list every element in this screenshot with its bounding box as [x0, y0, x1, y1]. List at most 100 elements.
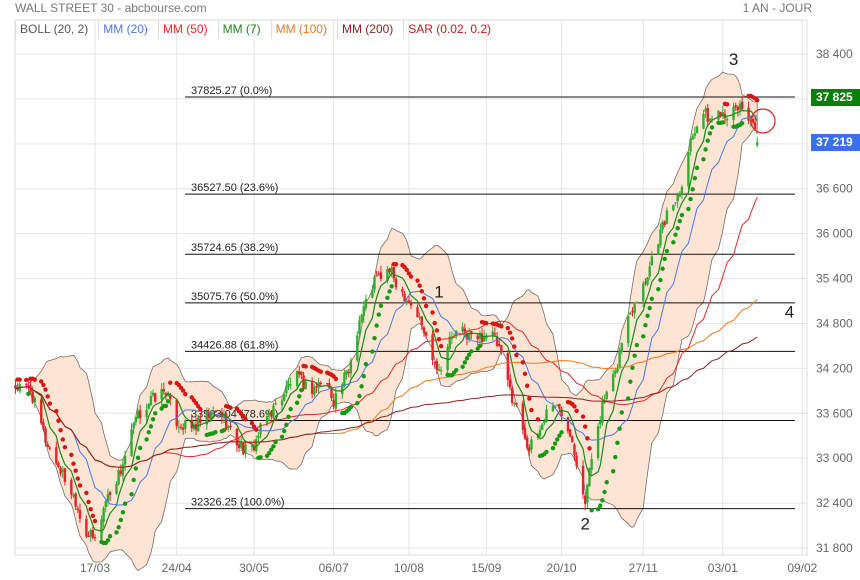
legend-item[interactable]: MM (50) [157, 20, 218, 39]
candle-body [401, 289, 404, 293]
sar-dot [258, 455, 263, 460]
candle-body [491, 331, 494, 336]
sar-dot [359, 384, 364, 389]
sar-dot [303, 364, 308, 369]
candle-body [46, 444, 49, 448]
fibonacci-label: 34426.88 (61.8%) [191, 339, 278, 351]
sar-dot [241, 413, 246, 419]
candle-body [151, 392, 155, 396]
candle-body [224, 413, 228, 430]
candle-body [633, 304, 636, 314]
candle-body [244, 444, 247, 453]
candle-body [199, 418, 202, 423]
candle-body [661, 221, 664, 230]
sar-dot [587, 446, 592, 451]
candle-body [349, 360, 353, 374]
sar-dot [357, 393, 362, 399]
period-selector[interactable]: 1 AN - JOUR [742, 1, 812, 15]
legend-item[interactable]: MM (20) [98, 20, 158, 39]
sar-dot [228, 405, 233, 410]
candle-body [420, 316, 423, 326]
sar-dot [641, 334, 646, 339]
candle-body [78, 509, 82, 519]
candle-body [89, 530, 92, 537]
candle-body [590, 459, 593, 470]
sar-dot [288, 406, 293, 412]
sar-dot [522, 371, 528, 377]
legend-item[interactable]: MM (7) [217, 20, 271, 39]
candle-body [407, 300, 411, 303]
candle-body [394, 278, 398, 288]
candle-body [584, 495, 587, 504]
candle-body [48, 447, 52, 449]
sar-dot [690, 187, 695, 192]
candle-body [596, 426, 600, 458]
candle-body [214, 410, 217, 413]
sar-dot [213, 430, 218, 435]
candle-body [257, 435, 260, 439]
candle-body [334, 393, 337, 409]
sar-dot [92, 518, 98, 524]
sar-dot [198, 406, 203, 412]
legend-item[interactable]: SAR (0.02, 0.2) [403, 20, 501, 39]
candle-body [665, 210, 669, 224]
candle-body [255, 439, 258, 452]
sar-dot [41, 382, 46, 388]
candle-body [390, 267, 393, 273]
candle-body [551, 406, 555, 412]
candle-body [693, 133, 697, 136]
sar-dot [297, 394, 302, 399]
candle-body [14, 385, 17, 389]
sar-dot [73, 468, 78, 473]
sar-dot [477, 343, 483, 349]
candle-body [513, 403, 516, 405]
candle-body [508, 379, 512, 388]
sar-dot [135, 455, 141, 461]
candle-body [431, 334, 434, 361]
sar-dot [105, 538, 111, 543]
sar-dot [589, 508, 594, 513]
candle-body [635, 302, 638, 304]
candle-body [93, 537, 97, 539]
candle-body [706, 107, 709, 122]
y-tick-label: 36 600 [816, 182, 853, 196]
legend-item[interactable]: BOLL (20, 2) [15, 20, 98, 39]
candle-body [753, 122, 757, 130]
sar-dot [703, 147, 708, 152]
sar-dot [692, 175, 698, 181]
candle-body [287, 383, 290, 388]
fibonacci-label: 35724.65 (38.2%) [191, 242, 278, 254]
sar-dot [585, 436, 590, 441]
candle-body [16, 387, 19, 390]
sar-dot [378, 303, 384, 309]
candle-body [422, 327, 426, 334]
sar-dot [572, 404, 577, 409]
x-tick-label: 17/03 [80, 561, 110, 575]
sar-dot [266, 451, 272, 456]
candle-body [627, 316, 630, 344]
candle-body [721, 112, 724, 116]
candle-body [581, 465, 585, 495]
sar-dot [69, 452, 74, 458]
candle-body [347, 371, 350, 373]
candle-body [121, 464, 125, 476]
sar-dot [509, 336, 515, 341]
legend-item[interactable]: MM (100) [270, 20, 337, 39]
legend-item[interactable]: MM (200) [336, 20, 403, 39]
candle-body [44, 428, 47, 443]
sar-dot [739, 121, 745, 126]
sar-dot [679, 212, 685, 218]
candle-body [756, 142, 759, 146]
y-tick-label: 35 400 [816, 272, 853, 286]
candle-body [272, 405, 275, 416]
sar-dot [469, 349, 474, 354]
sar-dot [645, 313, 650, 319]
y-tick-label: 33 600 [816, 406, 853, 420]
sar-dot [88, 507, 93, 512]
sar-dot [421, 296, 427, 301]
sar-dot [647, 305, 652, 311]
candle-body [614, 370, 617, 374]
y-tick-label: 34 800 [816, 316, 853, 330]
sar-dot [415, 278, 420, 283]
